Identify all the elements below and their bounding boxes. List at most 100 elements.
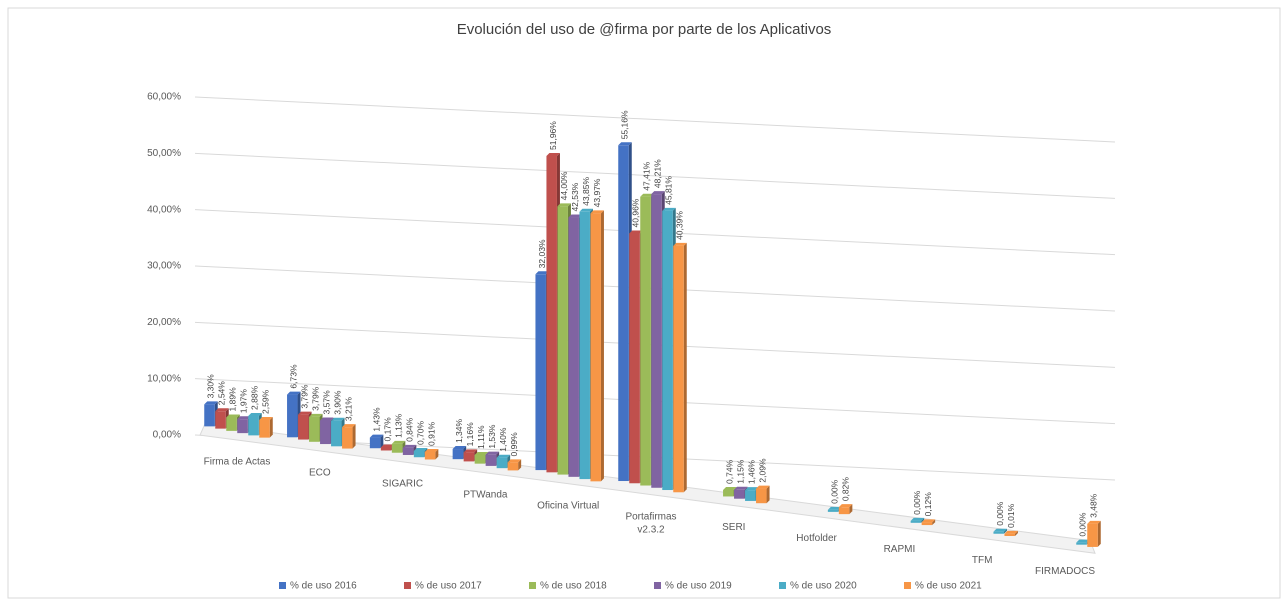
value-label: 48,21% (653, 159, 663, 188)
value-label: 0,00% (1078, 512, 1088, 537)
value-label: 44,00% (559, 171, 569, 200)
value-label: 0,70% (415, 420, 425, 445)
value-label: 3,90% (333, 390, 343, 415)
bar-front (673, 245, 684, 493)
value-label: 0,84% (404, 417, 414, 442)
bar-front (546, 155, 557, 473)
value-label: 2,09% (758, 458, 768, 483)
bar-top (391, 440, 406, 444)
legend-label: % de uso 2021 (915, 581, 982, 592)
x-tick-label: Hotfolder (796, 533, 837, 544)
bar-front (1004, 533, 1015, 536)
bar-top (320, 417, 334, 421)
value-label: 3,21% (344, 397, 354, 422)
bar-top (1076, 539, 1090, 543)
value-label: 47,41% (642, 161, 652, 190)
bar-top (287, 391, 301, 395)
bar-front (452, 449, 464, 460)
x-tick-label: TFM (972, 555, 993, 566)
value-label: 1,15% (736, 459, 746, 484)
value-label: 0,01% (1006, 503, 1016, 528)
value-label: 43,85% (581, 177, 591, 206)
value-label: 43,97% (592, 178, 602, 207)
bar-side (932, 519, 936, 526)
bar-top (535, 271, 549, 275)
bar-front (734, 489, 745, 499)
bar (993, 528, 1007, 534)
value-label: 0,00% (995, 501, 1005, 526)
legend-swatch (279, 582, 286, 589)
bar-top (248, 412, 262, 416)
value-label: 1,89% (228, 387, 238, 412)
value-label: 32,03% (537, 239, 547, 268)
legend-label: % de uso 2017 (415, 581, 482, 592)
legend-swatch (904, 582, 911, 589)
bar-front (320, 420, 331, 445)
bar-front (496, 457, 508, 469)
bar (259, 416, 273, 438)
bar-front (424, 451, 436, 460)
value-label: 0,12% (923, 492, 933, 517)
bar-side (1014, 530, 1018, 536)
bar-top (463, 449, 478, 453)
bar-front (331, 420, 342, 447)
bar-front (413, 451, 425, 458)
grid-line (194, 152, 1116, 199)
value-label: 1,43% (371, 407, 381, 432)
chart-title: Evolución del uso de @firma por parte de… (457, 21, 832, 38)
bar-side (683, 242, 687, 493)
bar-top (568, 214, 582, 218)
bar-top (452, 446, 467, 450)
bar-top (734, 486, 748, 490)
bar-side (1003, 528, 1007, 534)
bar-side (269, 416, 273, 438)
bar-front (237, 419, 248, 434)
bar-top (342, 424, 356, 428)
bar-top (838, 504, 853, 508)
bar-top (331, 417, 345, 421)
bar-top (380, 444, 395, 448)
bar-front (557, 206, 568, 475)
bar-top (369, 434, 384, 438)
bar-front (226, 417, 237, 431)
bar-side (1097, 520, 1101, 547)
bar (369, 434, 384, 449)
x-tick-label: Oficina Virtual (537, 500, 599, 511)
bar-top (745, 487, 759, 491)
x-tick-label: PTWanda (463, 489, 508, 500)
bar-top (546, 152, 560, 156)
value-label: 1,13% (393, 413, 403, 438)
value-label: 2,59% (261, 389, 271, 414)
bar-side (518, 459, 522, 471)
bar-front (309, 416, 320, 442)
value-label: 0,74% (725, 459, 735, 484)
value-label: 40,96% (631, 198, 641, 227)
value-label: 1,97% (239, 389, 249, 414)
bar-top (204, 401, 218, 405)
bar-top (424, 448, 439, 452)
bar-front (391, 443, 403, 453)
bar-front (248, 415, 259, 436)
bar-top (1087, 520, 1101, 524)
bar (590, 210, 604, 482)
y-tick-label: 20,00% (147, 317, 181, 328)
legend-swatch (654, 582, 661, 589)
bar-top (259, 416, 273, 420)
bar (910, 517, 925, 523)
bar-front (629, 233, 640, 484)
bar-top (756, 485, 770, 489)
y-tick-label: 50,00% (147, 148, 181, 159)
bar-top (723, 486, 737, 490)
bar-front (215, 411, 226, 429)
bar-front (640, 196, 651, 486)
bar-top (474, 451, 489, 455)
value-label: 1,53% (487, 424, 497, 449)
value-label: 3,79% (311, 386, 321, 411)
legend-label: % de uso 2016 (290, 581, 357, 592)
bar-front (723, 489, 734, 497)
y-tick-label: 40,00% (147, 204, 181, 215)
bar-front (618, 145, 629, 482)
bar-front (568, 217, 579, 477)
value-label: 2,88% (250, 385, 260, 410)
bar (756, 485, 770, 504)
